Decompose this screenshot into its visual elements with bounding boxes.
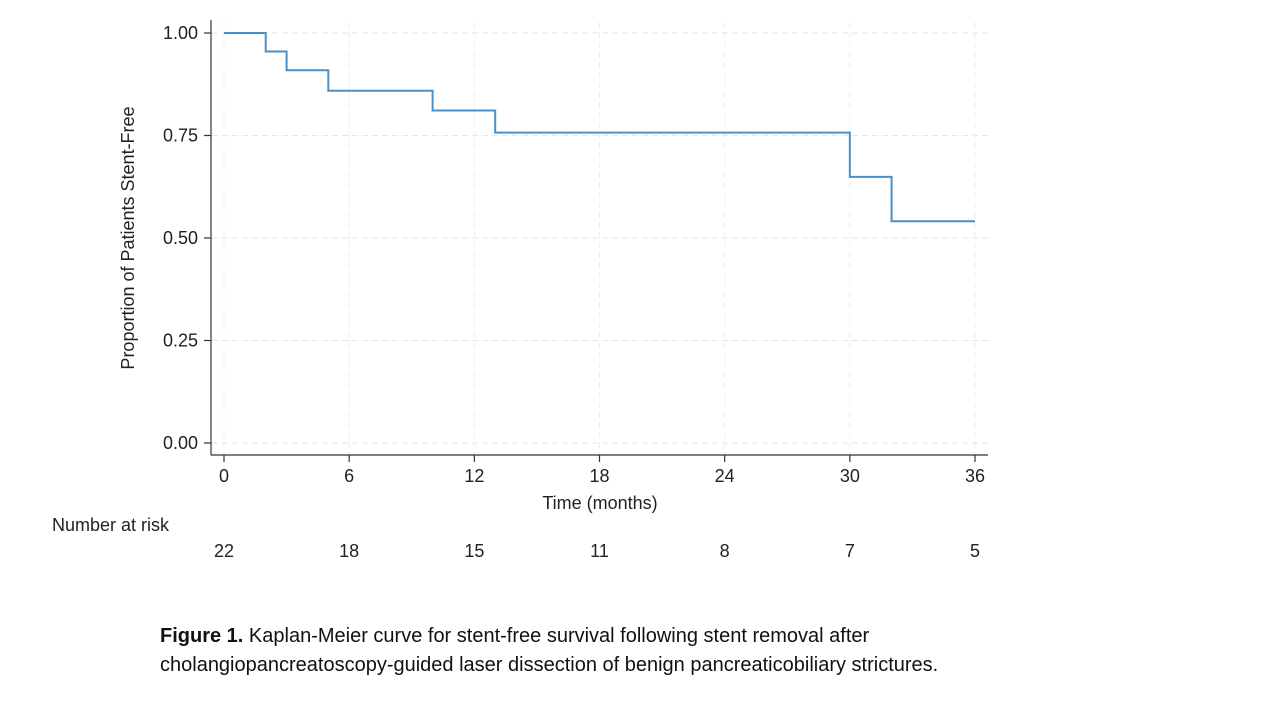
risk-table-counts: 22 18 15 11 8 7 5 (214, 541, 980, 561)
y-axis-label: Proportion of Patients Stent-Free (118, 106, 138, 369)
y-tick-label: 0.50 (163, 228, 198, 248)
x-tick-label: 24 (715, 466, 735, 486)
risk-count: 11 (590, 541, 609, 561)
x-axis-ticks: 0 6 12 18 24 30 36 (219, 455, 985, 486)
x-tick-label: 30 (840, 466, 860, 486)
figure-caption: Figure 1. Kaplan-Meier curve for stent-f… (160, 622, 1060, 680)
risk-count: 8 (720, 541, 730, 561)
risk-table-title: Number at risk (52, 515, 170, 535)
caption-label: Figure 1. (160, 625, 244, 647)
x-tick-label: 12 (464, 466, 484, 486)
y-tick-label: 0.75 (163, 126, 198, 146)
x-tick-label: 6 (344, 466, 354, 486)
risk-count: 15 (464, 541, 484, 561)
grid-lines (212, 22, 988, 455)
y-tick-label: 0.00 (163, 433, 198, 453)
kaplan-meier-chart: 0.00 0.25 0.50 0.75 1.00 0 6 12 18 24 30 36 Time (… (118, 20, 988, 561)
y-tick-label: 1.00 (163, 23, 198, 43)
x-axis-label: Time (months) (542, 493, 657, 513)
risk-count: 5 (970, 541, 980, 561)
risk-count: 7 (845, 541, 855, 561)
y-tick-label: 0.25 (163, 331, 198, 351)
x-tick-label: 0 (219, 466, 229, 486)
x-tick-label: 18 (589, 466, 609, 486)
survival-curve (224, 32, 975, 223)
risk-count: 22 (214, 541, 234, 561)
y-axis-ticks: 0.00 0.25 0.50 0.75 1.00 (163, 23, 211, 453)
x-tick-label: 36 (965, 466, 985, 486)
risk-count: 18 (339, 541, 359, 561)
caption-text: Kaplan-Meier curve for stent-free surviv… (160, 625, 939, 676)
survival-step-line (224, 32, 975, 223)
